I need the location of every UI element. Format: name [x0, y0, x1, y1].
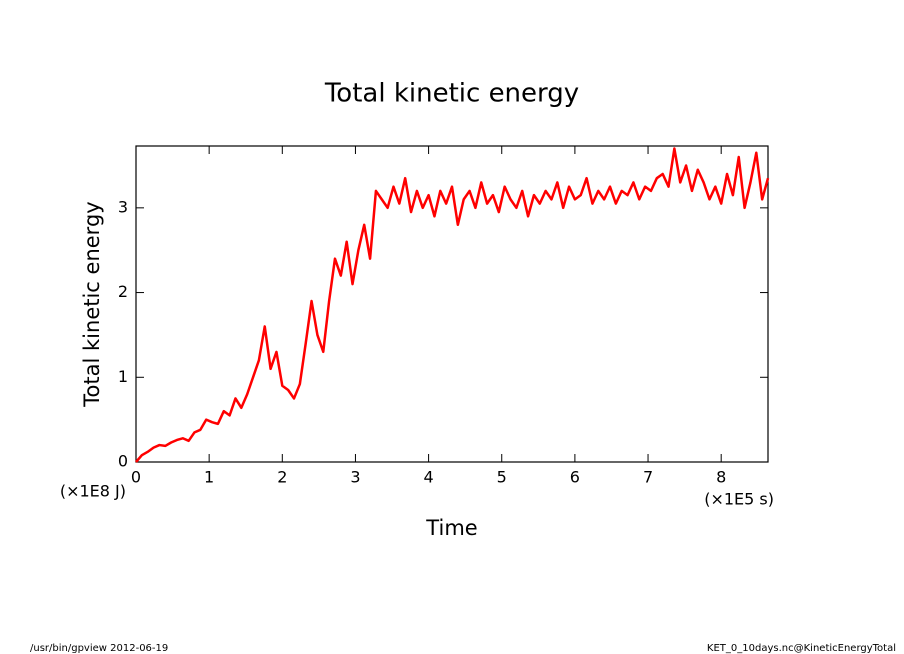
plot-frame [135, 145, 769, 463]
y-tick-label: 0 [118, 452, 128, 471]
footer-right: KET_0_10days.nc@KineticEnergyTotal [707, 643, 896, 654]
y-tick-label: 2 [118, 282, 128, 301]
footer-left: /usr/bin/gpview 2012-06-19 [30, 643, 168, 654]
x-tick-label: 1 [204, 468, 214, 487]
x-tick-label: 3 [350, 468, 360, 487]
x-tick-label: 8 [716, 468, 726, 487]
y-tick-label: 3 [118, 197, 128, 216]
x-tick-label: 2 [277, 468, 287, 487]
x-tick-label: 7 [643, 468, 653, 487]
y-axis-label: Total kinetic energy [80, 201, 104, 407]
x-tick-label: 6 [570, 468, 580, 487]
x-tick-label: 5 [497, 468, 507, 487]
y-unit: (×1E8 J) [60, 482, 126, 501]
x-axis-label: Time [425, 516, 477, 540]
y-tick-label: 1 [118, 367, 128, 386]
x-tick-label: 4 [423, 468, 433, 487]
chart-title: Total kinetic energy [324, 79, 579, 109]
x-unit: (×1E5 s) [704, 490, 774, 509]
data-line [135, 147, 770, 463]
x-tick-label: 0 [131, 468, 141, 487]
